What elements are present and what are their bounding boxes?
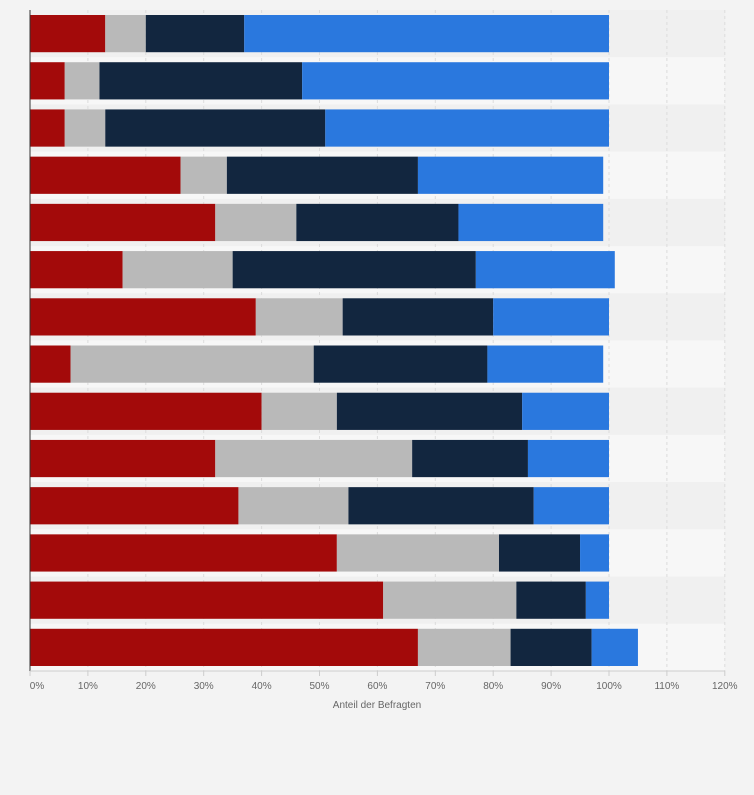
x-tick-label: 40% xyxy=(252,681,272,692)
x-tick-label: 80% xyxy=(483,681,503,692)
bar-segment-row-8-series-2[interactable] xyxy=(70,345,314,383)
bar-segment-row-7-series-4[interactable] xyxy=(493,298,609,336)
bar-segment-row-12-series-3[interactable] xyxy=(498,534,581,572)
bar-segment-row-12-series-1[interactable] xyxy=(30,534,337,572)
bar-segment-row-5-series-4[interactable] xyxy=(458,203,604,242)
bar-segment-row-8-series-1[interactable] xyxy=(30,345,71,383)
bar-segment-row-11-series-1[interactable] xyxy=(30,487,239,525)
bar-segment-row-4-series-3[interactable] xyxy=(226,156,418,194)
bar-segment-row-4-series-1[interactable] xyxy=(30,156,181,194)
bar-segment-row-7-series-1[interactable] xyxy=(30,298,256,336)
bar-segment-row-8-series-4[interactable] xyxy=(487,345,604,383)
x-tick-label: 110% xyxy=(654,681,679,692)
bar-segment-row-11-series-2[interactable] xyxy=(238,487,349,525)
bar-segment-row-13-series-2[interactable] xyxy=(383,581,517,619)
bar-segment-row-9-series-3[interactable] xyxy=(336,392,523,430)
bar-segment-row-5-series-1[interactable] xyxy=(30,203,216,242)
bar-segment-row-2-series-2[interactable] xyxy=(64,62,100,100)
bar-segment-row-7-series-2[interactable] xyxy=(255,298,343,336)
bar-segment-row-3-series-4[interactable] xyxy=(325,109,609,147)
bar-segment-row-14-series-2[interactable] xyxy=(417,628,511,666)
bar-segment-row-6-series-3[interactable] xyxy=(232,251,476,289)
bar-segment-row-3-series-2[interactable] xyxy=(64,109,106,147)
x-tick-label: 0% xyxy=(30,681,45,692)
bar-segment-row-13-series-3[interactable] xyxy=(516,581,586,619)
bar-segment-row-14-series-4[interactable] xyxy=(591,628,638,666)
x-axis: 0% 10% 20% 30% 40% 50% 60% 70% 80% 90% 100% 110% 120… xyxy=(29,10,738,692)
bar-segment-row-10-series-3[interactable] xyxy=(412,439,528,478)
bar-segment-row-10-series-2[interactable] xyxy=(215,439,413,478)
bar-segment-row-14-series-1[interactable] xyxy=(30,628,418,666)
bar-segment-row-3-series-3[interactable] xyxy=(105,109,326,147)
bar-segment-row-1-series-1[interactable] xyxy=(30,15,106,53)
bar-segment-row-1-series-2[interactable] xyxy=(105,15,146,53)
bar-segment-row-2-series-4[interactable] xyxy=(302,62,609,100)
bar-segment-row-11-series-3[interactable] xyxy=(348,487,534,525)
bar-segment-row-12-series-4[interactable] xyxy=(580,534,609,572)
x-tick-label: 50% xyxy=(309,681,329,692)
bar-segment-row-1-series-4[interactable] xyxy=(244,15,610,53)
x-tick-label: 20% xyxy=(136,681,156,692)
x-tick-label: 100% xyxy=(596,681,622,692)
bar-segment-row-11-series-4[interactable] xyxy=(533,487,609,525)
bar-segment-row-13-series-4[interactable] xyxy=(585,581,609,619)
x-tick-label: 90% xyxy=(541,681,561,692)
bar-segment-row-10-series-4[interactable] xyxy=(527,439,609,478)
bar-segment-row-2-series-1[interactable] xyxy=(30,62,65,100)
x-axis-title: Anteil der Befragten xyxy=(333,700,421,711)
bar-segment-row-5-series-3[interactable] xyxy=(296,203,459,242)
bar-segment-row-6-series-4[interactable] xyxy=(475,251,615,289)
bar-segment-row-9-series-1[interactable] xyxy=(30,392,262,430)
bar-segment-row-12-series-2[interactable] xyxy=(336,534,499,572)
bar-segment-row-4-series-2[interactable] xyxy=(180,156,227,194)
bar-segment-row-9-series-2[interactable] xyxy=(261,392,337,430)
x-tick-label: 120% xyxy=(712,681,738,692)
bar-segment-row-6-series-1[interactable] xyxy=(30,251,123,289)
bar-segment-row-1-series-3[interactable] xyxy=(145,15,245,53)
bar-segment-row-4-series-4[interactable] xyxy=(417,156,604,194)
x-tick-label: 10% xyxy=(78,681,98,692)
bar-segment-row-10-series-1[interactable] xyxy=(30,439,216,478)
bar-segment-row-3-series-1[interactable] xyxy=(30,109,65,147)
bar-segment-row-5-series-2[interactable] xyxy=(215,203,297,242)
bar-segment-row-6-series-2[interactable] xyxy=(122,251,233,289)
bar-segment-row-9-series-4[interactable] xyxy=(522,392,609,430)
x-tick-label: 70% xyxy=(425,681,445,692)
x-tick-label: 30% xyxy=(194,681,214,692)
bar-segment-row-7-series-3[interactable] xyxy=(342,298,494,336)
bar-segment-row-8-series-3[interactable] xyxy=(313,345,488,383)
bar-segment-row-13-series-1[interactable] xyxy=(30,581,384,619)
bar-segment-row-14-series-3[interactable] xyxy=(510,628,592,666)
x-tick-label: 60% xyxy=(367,681,387,692)
bar-segment-row-2-series-3[interactable] xyxy=(99,62,303,100)
bars xyxy=(30,15,638,666)
